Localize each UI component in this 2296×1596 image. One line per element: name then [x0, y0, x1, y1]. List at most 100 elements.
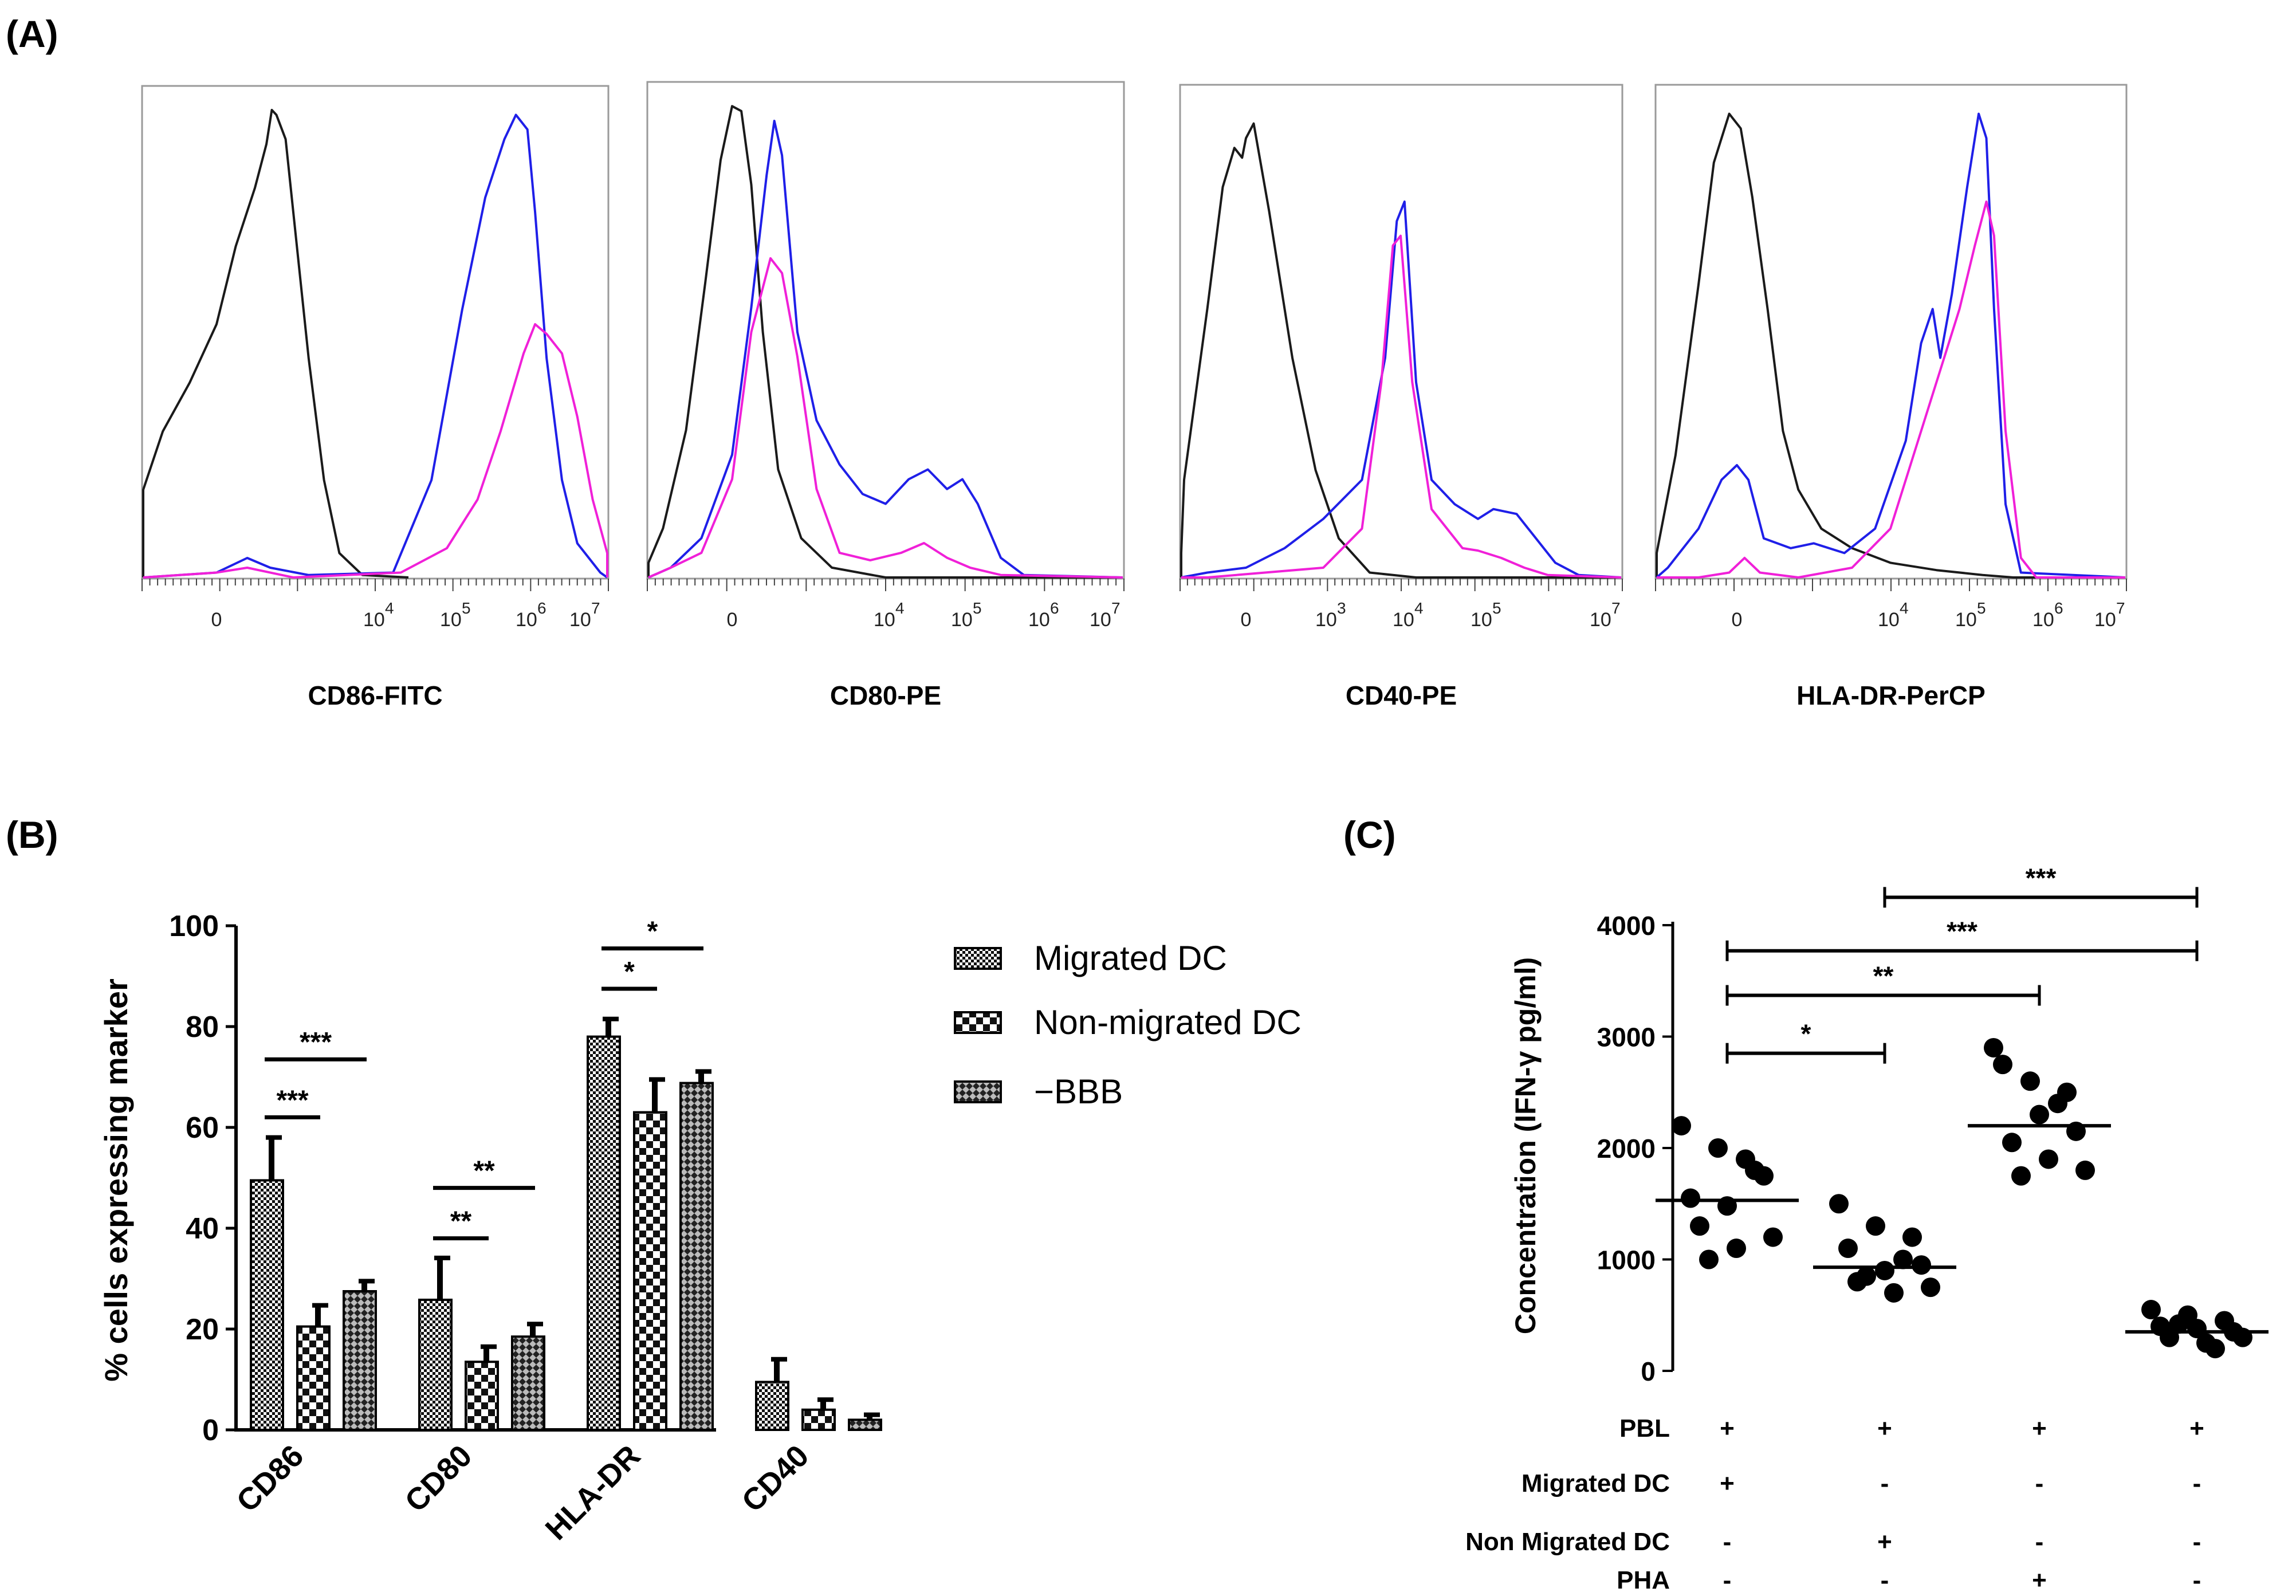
bar: [633, 1111, 667, 1431]
tick-label-exponent: 3: [1337, 599, 1346, 617]
condition-value: +: [1877, 1528, 1892, 1556]
condition-label: PBL: [1619, 1414, 1670, 1442]
y-tick-label: 100: [169, 910, 219, 943]
tick-label: 10: [1315, 609, 1337, 631]
y-tick-label: 20: [186, 1313, 219, 1346]
bar: [755, 1381, 789, 1431]
tick-label: 0: [727, 609, 738, 631]
y-tick-label: 60: [186, 1111, 219, 1145]
histogram-frame: [1654, 84, 2128, 580]
histogram-nonmigrated-curve: [1181, 234, 1622, 579]
tick-label-exponent: 7: [591, 599, 600, 617]
data-point: [1672, 1116, 1691, 1136]
tick-label: 10: [440, 609, 462, 631]
histogram-migrated-curve: [143, 113, 608, 579]
histogram-nonmigrated-curve: [1657, 201, 2125, 579]
condition-value: -: [1723, 1566, 1732, 1594]
data-point: [1912, 1255, 1931, 1275]
condition-value: +: [2032, 1566, 2047, 1594]
bar-chart: 0 20 40 60 80 100 % cells expressing marker CD8…: [98, 910, 1302, 1547]
significance-label: *: [624, 957, 635, 987]
category-label: HLA-DR: [539, 1438, 647, 1547]
tick-label: 10: [1878, 609, 1900, 631]
tick-label: 10: [1393, 609, 1414, 631]
bar: [250, 1179, 284, 1431]
data-point: [1902, 1227, 1922, 1247]
scatter-chart: 0 1000 2000 3000 4000 Concentration (IFN-γ pg…: [1465, 863, 2269, 1594]
tick-label-exponent: 6: [2054, 599, 2063, 617]
tick-label-exponent: 5: [462, 599, 471, 617]
legend-swatch: [954, 1080, 1002, 1103]
legend-label: Migrated DC: [1034, 939, 1227, 977]
x-axis-label: CD40-PE: [1346, 681, 1457, 710]
significance-label: ***: [1947, 917, 1977, 946]
y-axis-label: Concentration (IFN-γ pg/ml): [1509, 957, 1542, 1334]
legend-swatch: [954, 1011, 1002, 1034]
tick-label-exponent: 7: [1611, 599, 1621, 617]
significance-label: ***: [2026, 863, 2057, 893]
legend-swatch: [954, 947, 1002, 970]
tick-label-exponent: 4: [895, 599, 905, 617]
x-axis-label: HLA-DR-PerCP: [1796, 681, 1986, 710]
data-point: [1838, 1239, 1858, 1259]
condition-value: -: [2193, 1528, 2201, 1556]
histogram-nonmigrated-curve: [143, 323, 608, 579]
y-tick-label: 2000: [1597, 1134, 1656, 1163]
y-tick-label: 0: [1641, 1357, 1656, 1386]
data-point: [2011, 1166, 2031, 1186]
tick-label: 10: [569, 609, 591, 631]
tick-label-exponent: 4: [1900, 599, 1909, 617]
condition-label: Non Migrated DC: [1465, 1528, 1670, 1556]
y-tick-label: 1000: [1597, 1245, 1656, 1275]
histogram-migrated-curve: [648, 120, 1123, 579]
category-label: CD80: [398, 1438, 478, 1519]
tick-label-exponent: 4: [1414, 599, 1424, 617]
data-point: [1690, 1216, 1709, 1236]
y-tick-label: 3000: [1597, 1023, 1656, 1052]
condition-value: +: [2189, 1414, 2204, 1442]
histogram-frame: [1179, 84, 1623, 580]
tick-label: 10: [951, 609, 973, 631]
y-tick-label: 40: [186, 1212, 219, 1245]
tick-label-exponent: 5: [973, 599, 982, 617]
data-point: [1699, 1249, 1719, 1269]
histogram-migrated-curve: [1656, 112, 2126, 579]
condition-label: Migrated DC: [1522, 1469, 1670, 1497]
bar: [587, 1035, 621, 1431]
y-tick-label: 4000: [1597, 911, 1656, 941]
significance-label: **: [473, 1156, 495, 1186]
data-point: [1763, 1227, 1783, 1247]
data-point: [1866, 1216, 1885, 1236]
data-point: [2205, 1339, 2225, 1359]
data-point: [1893, 1249, 1913, 1269]
bar: [418, 1298, 453, 1431]
data-point: [1829, 1194, 1849, 1214]
tick-label: 10: [1471, 609, 1492, 631]
bar: [465, 1361, 499, 1431]
condition-value: -: [2193, 1469, 2201, 1497]
data-point: [1993, 1055, 2012, 1075]
bar: [679, 1082, 714, 1432]
histogram-isotype-curve: [1180, 122, 1621, 579]
condition-value: +: [2032, 1414, 2047, 1442]
tick-label: 10: [516, 609, 537, 631]
data-point: [2020, 1071, 2040, 1091]
significance-label: ***: [276, 1085, 308, 1115]
tick-label: 0: [1241, 609, 1252, 631]
data-point: [1736, 1149, 1755, 1169]
histogram-isotype-curve: [142, 109, 409, 579]
data-point: [2169, 1314, 2188, 1334]
histogram-isotype-curve: [1656, 112, 2125, 579]
panel-label-b: (B): [6, 813, 58, 856]
y-axis-label: % cells expressing marker: [98, 978, 134, 1382]
data-point: [1708, 1138, 1728, 1158]
condition-value: -: [1881, 1469, 1889, 1497]
x-axis-label: CD80-PE: [830, 681, 941, 710]
significance-label: *: [647, 917, 658, 947]
data-point: [1857, 1266, 1876, 1286]
condition-value: -: [1881, 1566, 1889, 1594]
data-point: [2039, 1149, 2058, 1169]
data-point: [1727, 1239, 1746, 1259]
condition-value: +: [1720, 1414, 1735, 1442]
legend-label: Non-migrated DC: [1034, 1003, 1302, 1041]
